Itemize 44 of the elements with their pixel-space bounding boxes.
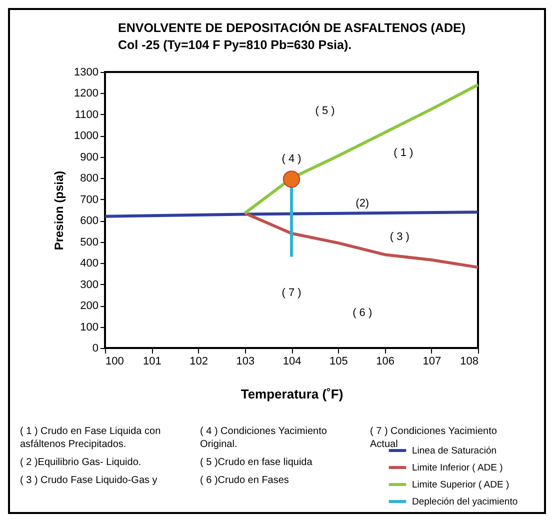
legend-label: Limite Inferior ( ADE ): [412, 462, 503, 474]
x-tick-label: 107: [422, 356, 442, 368]
y-axis-title: Presion (psia): [52, 170, 66, 250]
x-tick-label: 102: [190, 356, 208, 368]
annotation: (2): [356, 198, 370, 210]
y-tick-label: 300: [80, 278, 98, 291]
annotation: ( 6 ): [352, 306, 372, 319]
chart-title: ENVOLVENTE DE DEPOSITACIÓN DE ASFALTENOS (ADE) Col -25 (Ty=104 F Py=810 Pb=630 Psia).: [118, 20, 466, 54]
legend-label: Depleción del yacimiento: [412, 496, 518, 508]
line-series: [243, 83, 480, 215]
x-axis-title: Temperatura (˚F): [240, 386, 344, 402]
annotation: ( 1 ): [394, 147, 414, 160]
x-tick-label: 103: [236, 356, 255, 368]
y-tick-label: 800: [80, 172, 98, 185]
annotation: ( 5 ): [315, 105, 335, 118]
x-tick-label: 100: [106, 356, 124, 368]
y-tick-label: 0: [92, 342, 98, 354]
x-tick-label: 105: [329, 356, 348, 368]
y-tick-label: 700: [80, 194, 98, 206]
annotation: ( 3 ): [390, 231, 410, 244]
x-tick-label: 101: [142, 356, 162, 368]
text: ( 1 ) Crudo en Fase Liquida con asfáltenos Precipitados.: [20, 425, 162, 451]
y-tick-label: 1200: [74, 88, 98, 100]
x-tick-label: 106: [376, 356, 394, 368]
x-tick-label: 108: [460, 356, 478, 368]
y-tick-label: 400: [80, 258, 98, 270]
text: ( 5 )Crudo en fase liquida: [200, 456, 314, 469]
text: ( 4 ) Condiciones Yacimiento Original.: [200, 425, 328, 451]
y-tick-label: 1000: [74, 130, 98, 142]
y-tick-label: 1300: [74, 66, 98, 78]
x-tick-label: 104: [282, 356, 302, 368]
line-series: [243, 212, 480, 269]
y-tick-label: 200: [80, 300, 98, 312]
y-tick-label: 500: [80, 236, 98, 248]
text: ( 3 ) Crudo Fase Liquido-Gas y: [20, 474, 158, 487]
legend-label: Limite Superior ( ADE ): [412, 480, 510, 490]
y-tick-label: 900: [80, 151, 98, 164]
y-tick-label: 1100: [74, 108, 98, 121]
text: ( 2 )Equilibrio Gas- Liquido.: [20, 456, 142, 469]
annotation: ( 4 ): [282, 152, 302, 165]
y-tick-label: 600: [80, 215, 98, 228]
y-tick-label: 100: [80, 321, 98, 334]
text: ( 6 )Crudo en Fases: [200, 474, 290, 487]
annotation: ( 7 ): [282, 287, 302, 300]
